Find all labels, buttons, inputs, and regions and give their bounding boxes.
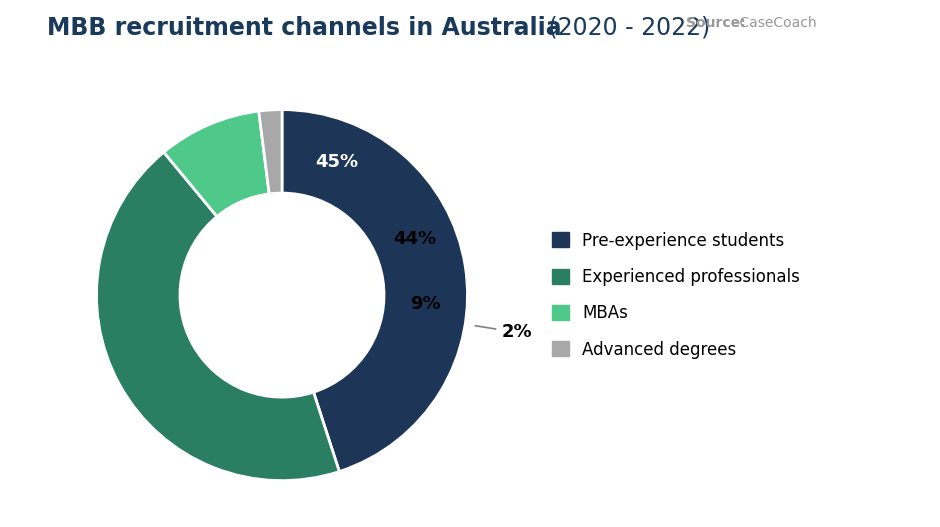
Wedge shape xyxy=(164,111,269,217)
Wedge shape xyxy=(258,110,282,194)
Text: 2%: 2% xyxy=(476,323,532,341)
Wedge shape xyxy=(282,110,467,472)
Text: 44%: 44% xyxy=(393,230,436,248)
Text: Source:: Source: xyxy=(686,16,745,30)
Text: 9%: 9% xyxy=(410,295,441,313)
Text: 45%: 45% xyxy=(316,153,358,171)
Text: CaseCoach: CaseCoach xyxy=(735,16,817,30)
Text: (2020 - 2022): (2020 - 2022) xyxy=(540,16,710,40)
Legend: Pre-experience students, Experienced professionals, MBAs, Advanced degrees: Pre-experience students, Experienced pro… xyxy=(545,225,807,365)
Wedge shape xyxy=(97,152,339,481)
Text: MBB recruitment channels in Australia: MBB recruitment channels in Australia xyxy=(47,16,561,40)
